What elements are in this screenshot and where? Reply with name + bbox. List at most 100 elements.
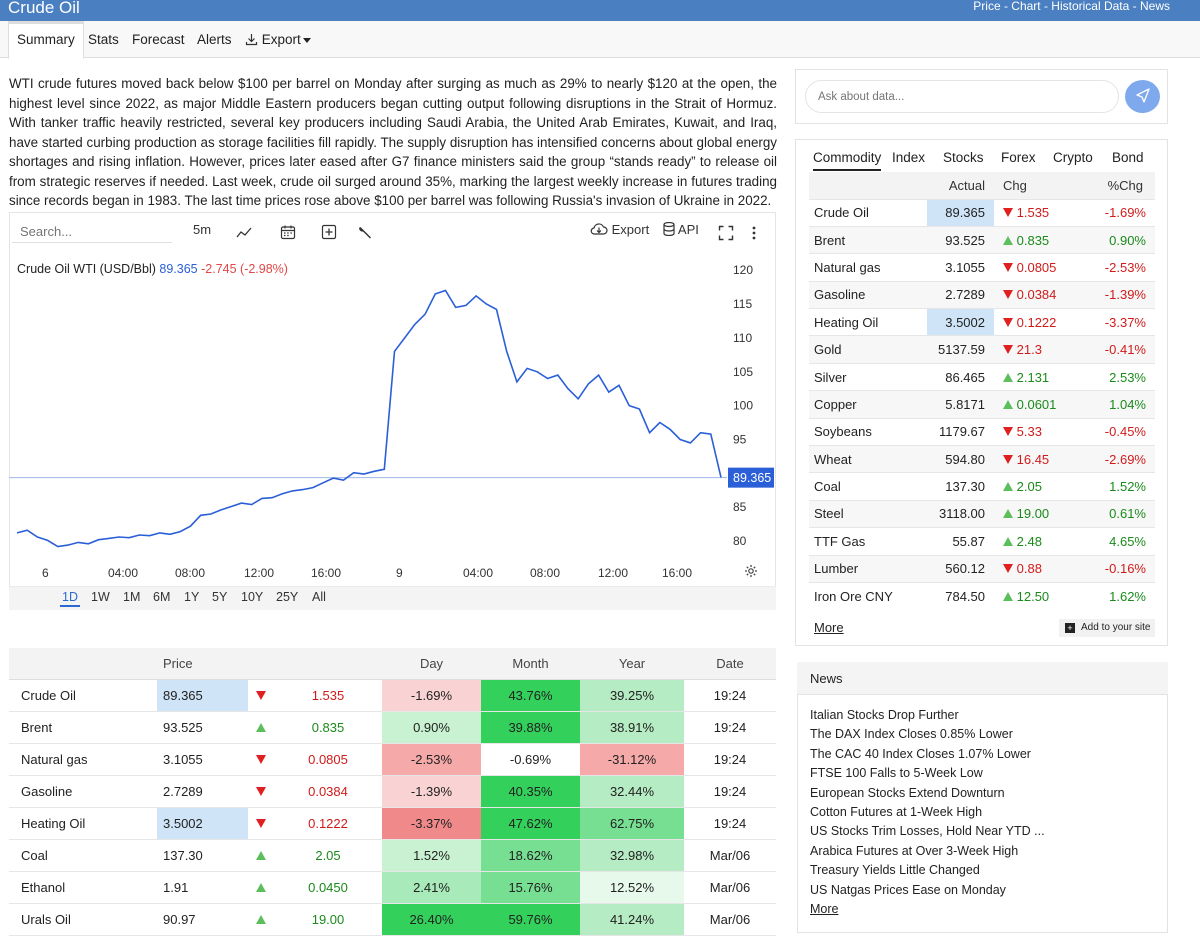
range-1w[interactable]: 1W (91, 590, 110, 604)
market-row[interactable]: Copper 5.8171 0.0601 1.04% (809, 390, 1155, 419)
calendar-icon[interactable] (280, 221, 296, 243)
market-name[interactable]: Gold (809, 335, 927, 364)
row-name[interactable]: Coal (9, 839, 157, 872)
market-name[interactable]: Copper (809, 390, 927, 419)
more-options-icon[interactable] (748, 222, 760, 244)
interval-button[interactable]: 5m (193, 222, 212, 237)
news-item[interactable]: Treasury Yields Little Changed (810, 863, 980, 878)
market-name[interactable]: Gasoline (809, 280, 927, 309)
row-name[interactable]: Ethanol (9, 871, 157, 904)
table-row[interactable]: Urals Oil 90.97 19.00 26.40% 59.76% 41.24% Mar… (9, 903, 776, 936)
market-name[interactable]: Iron Ore CNY (809, 581, 927, 610)
range-6m[interactable]: 6M (153, 590, 171, 604)
table-row[interactable]: Ethanol 1.91 0.0450 2.41% 15.76% 12.52% Mar/06 (9, 871, 776, 904)
table-row[interactable]: Natural gas 3.1055 0.0805 -2.53% -0.69% -31.1… (9, 743, 776, 776)
market-chg: 21.3 (994, 335, 1088, 364)
market-tab-commodity[interactable]: Commodity (813, 150, 882, 171)
market-row[interactable]: Steel 3118.00 19.00 0.61% (809, 499, 1155, 528)
news-item[interactable]: Cotton Futures at 1-Week High (810, 805, 983, 819)
line-chart-icon[interactable] (236, 222, 252, 244)
top-links[interactable]: Price - Chart - Historical Data - News (973, 0, 1170, 13)
market-name[interactable]: Steel (809, 499, 927, 528)
range-1y[interactable]: 1Y (184, 590, 200, 604)
market-tab-crypto[interactable]: Crypto (1053, 150, 1093, 165)
market-name[interactable]: Lumber (809, 554, 927, 583)
row-name[interactable]: Gasoline (9, 775, 157, 808)
market-row[interactable]: Natural gas 3.1055 0.0805 -2.53% (809, 253, 1155, 282)
news-item[interactable]: The CAC 40 Index Closes 1.07% Lower (810, 746, 1031, 761)
market-name[interactable]: Soybeans (809, 417, 927, 446)
chart-settings-icon[interactable] (744, 564, 758, 578)
range-1m[interactable]: 1M (123, 590, 141, 604)
range-1d[interactable]: 1D (60, 590, 80, 607)
tab-stats[interactable]: Stats (88, 32, 119, 47)
range-10y[interactable]: 10Y (241, 590, 264, 604)
market-name[interactable]: Coal (809, 472, 927, 501)
market-row[interactable]: Iron Ore CNY 784.50 12.50 1.62% (809, 581, 1155, 610)
market-row[interactable]: Gasoline 2.7289 0.0384 -1.39% (809, 280, 1155, 309)
news-item[interactable]: European Stocks Extend Downturn (810, 785, 1005, 800)
chart-search-input[interactable] (12, 221, 172, 243)
range-5y[interactable]: 5Y (212, 590, 228, 604)
chart-api-button[interactable]: API (663, 221, 699, 244)
market-name[interactable]: Natural gas (809, 253, 927, 282)
row-name[interactable]: Natural gas (9, 743, 157, 776)
chart-export-button[interactable]: Export (590, 222, 649, 244)
market-row[interactable]: Wheat 594.80 16.45 -2.69% (809, 445, 1155, 473)
fullscreen-icon[interactable] (718, 222, 734, 244)
news-item[interactable]: The DAX Index Closes 0.85% Lower (810, 727, 1013, 742)
news-item[interactable]: FTSE 100 Falls to 5-Week Low (810, 766, 983, 781)
market-tab-forex[interactable]: Forex (1001, 150, 1036, 165)
news-item[interactable]: Arabica Futures at Over 3-Week High (810, 843, 1019, 858)
market-row[interactable]: Silver 86.465 2.131 2.53% (809, 362, 1155, 391)
market-row[interactable]: Lumber 560.12 0.88 -0.16% (809, 554, 1155, 583)
row-name[interactable]: Brent (9, 711, 157, 744)
market-row[interactable]: Brent 93.525 0.835 0.90% (809, 225, 1155, 254)
tab-forecast[interactable]: Forecast (132, 32, 185, 47)
market-tab-index[interactable]: Index (892, 150, 926, 165)
market-row[interactable]: Heating Oil 3.5002 0.1222 -3.37% (809, 308, 1155, 336)
tab-alerts[interactable]: Alerts (197, 32, 232, 47)
market-tab-bond[interactable]: Bond (1112, 150, 1144, 165)
market-name[interactable]: Wheat (809, 445, 927, 473)
row-name[interactable]: Heating Oil (9, 807, 157, 840)
table-row[interactable]: Coal 137.30 2.05 1.52% 18.62% 32.98% Mar/06 (9, 839, 776, 872)
news-item[interactable]: Italian Stocks Drop Further (810, 708, 959, 722)
market-name[interactable]: Brent (809, 225, 927, 254)
ask-input[interactable] (805, 80, 1119, 113)
down-arrow-icon (256, 690, 266, 700)
row-direction (248, 839, 274, 872)
range-25y[interactable]: 25Y (276, 590, 299, 604)
market-row[interactable]: Gold 5137.59 21.3 -0.41% (809, 335, 1155, 364)
news-item[interactable]: US Natgas Prices Ease on Monday (810, 882, 1006, 897)
add-to-site-button[interactable]: + Add to your site (1059, 619, 1155, 637)
tab-export[interactable]: Export (245, 21, 311, 58)
add-indicator-icon[interactable] (321, 221, 337, 243)
row-name[interactable]: Crude Oil (9, 679, 157, 712)
table-row[interactable]: Gasoline 2.7289 0.0384 -1.39% 40.35% 32.44% 19… (9, 775, 776, 808)
market-name[interactable]: Heating Oil (809, 308, 927, 336)
wrench-icon[interactable] (357, 222, 373, 244)
market-row[interactable]: Coal 137.30 2.05 1.52% (809, 472, 1155, 501)
tab-summary[interactable]: Summary (8, 21, 84, 59)
market-name[interactable]: Crude Oil (809, 198, 927, 227)
news-item[interactable]: US Stocks Trim Losses, Hold Near YTD ... (810, 824, 1045, 839)
send-button[interactable] (1125, 80, 1160, 113)
market-name[interactable]: TTF Gas (809, 527, 927, 556)
market-row[interactable]: TTF Gas 55.87 2.48 4.65% (809, 527, 1155, 556)
table-row[interactable]: Crude Oil 89.365 1.535 -1.69% 43.76% 39.25% 19… (9, 679, 776, 712)
price-chart[interactable]: 80859095100105110115120604:0008:0012:001… (9, 240, 776, 586)
down-arrow-icon (1003, 208, 1013, 218)
market-row[interactable]: Soybeans 1179.67 5.33 -0.45% (809, 417, 1155, 446)
row-month: -0.69% (481, 743, 580, 776)
table-row[interactable]: Heating Oil 3.5002 0.1222 -3.37% 47.62% 62.75… (9, 807, 776, 840)
market-tab-stocks[interactable]: Stocks (943, 150, 984, 165)
row-day: 2.41% (382, 871, 481, 904)
market-more-link[interactable]: More (814, 620, 844, 635)
market-name[interactable]: Silver (809, 362, 927, 391)
row-name[interactable]: Urals Oil (9, 903, 157, 936)
range-all[interactable]: All (312, 590, 326, 604)
news-more-link[interactable]: More (810, 902, 839, 916)
table-row[interactable]: Brent 93.525 0.835 0.90% 39.88% 38.91% 19:24 (9, 711, 776, 744)
market-row[interactable]: Crude Oil 89.365 1.535 -1.69% (809, 198, 1155, 227)
